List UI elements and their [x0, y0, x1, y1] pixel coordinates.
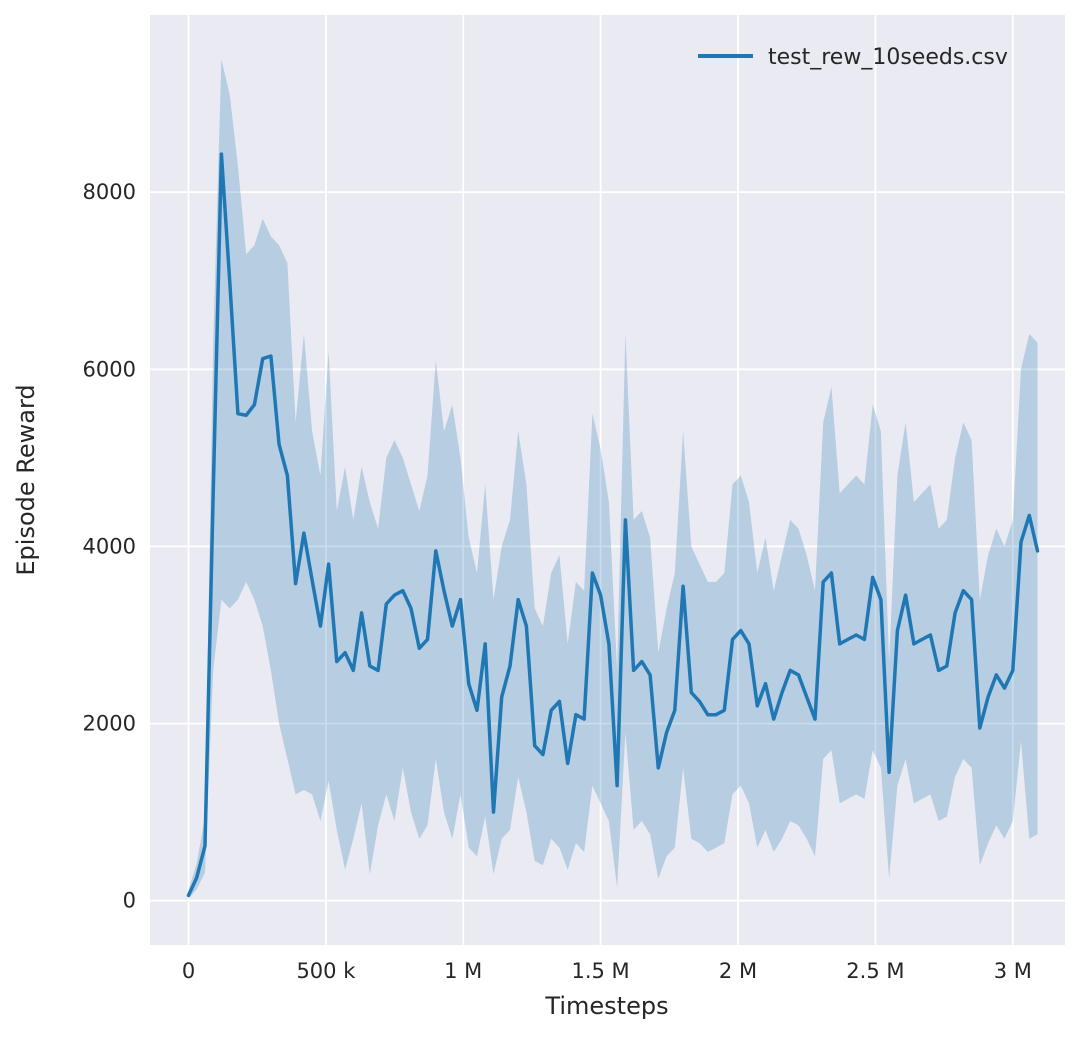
- legend-label: test_rew_10seeds.csv: [768, 45, 1008, 70]
- x-tick-label: 2.5 M: [846, 959, 904, 983]
- plot-area: [150, 15, 1065, 945]
- y-tick-label: 0: [123, 889, 136, 913]
- x-tick-label: 3 M: [994, 959, 1032, 983]
- legend: test_rew_10seeds.csv: [698, 45, 1008, 70]
- y-tick-label: 8000: [83, 180, 136, 204]
- x-tick-label: 500 k: [296, 959, 356, 983]
- axis-ticks: 0 500 k 1 M 1.5 M 2 M 2.5 M 3 M 0 2000 4000 6000 80…: [83, 180, 1032, 983]
- x-tick-label: 0: [182, 959, 195, 983]
- plot-background: [150, 15, 1065, 945]
- x-axis-label: Timesteps: [544, 992, 668, 1020]
- y-axis-label: Episode Reward: [12, 384, 40, 575]
- confidence-band: [188, 59, 1038, 899]
- x-tick-label: 2 M: [719, 959, 757, 983]
- y-tick-label: 2000: [83, 712, 136, 736]
- x-tick-label: 1.5 M: [571, 959, 629, 983]
- y-tick-label: 6000: [83, 357, 136, 381]
- x-tick-label: 1 M: [444, 959, 482, 983]
- y-tick-label: 4000: [83, 534, 136, 558]
- series-line: [186, 152, 1040, 898]
